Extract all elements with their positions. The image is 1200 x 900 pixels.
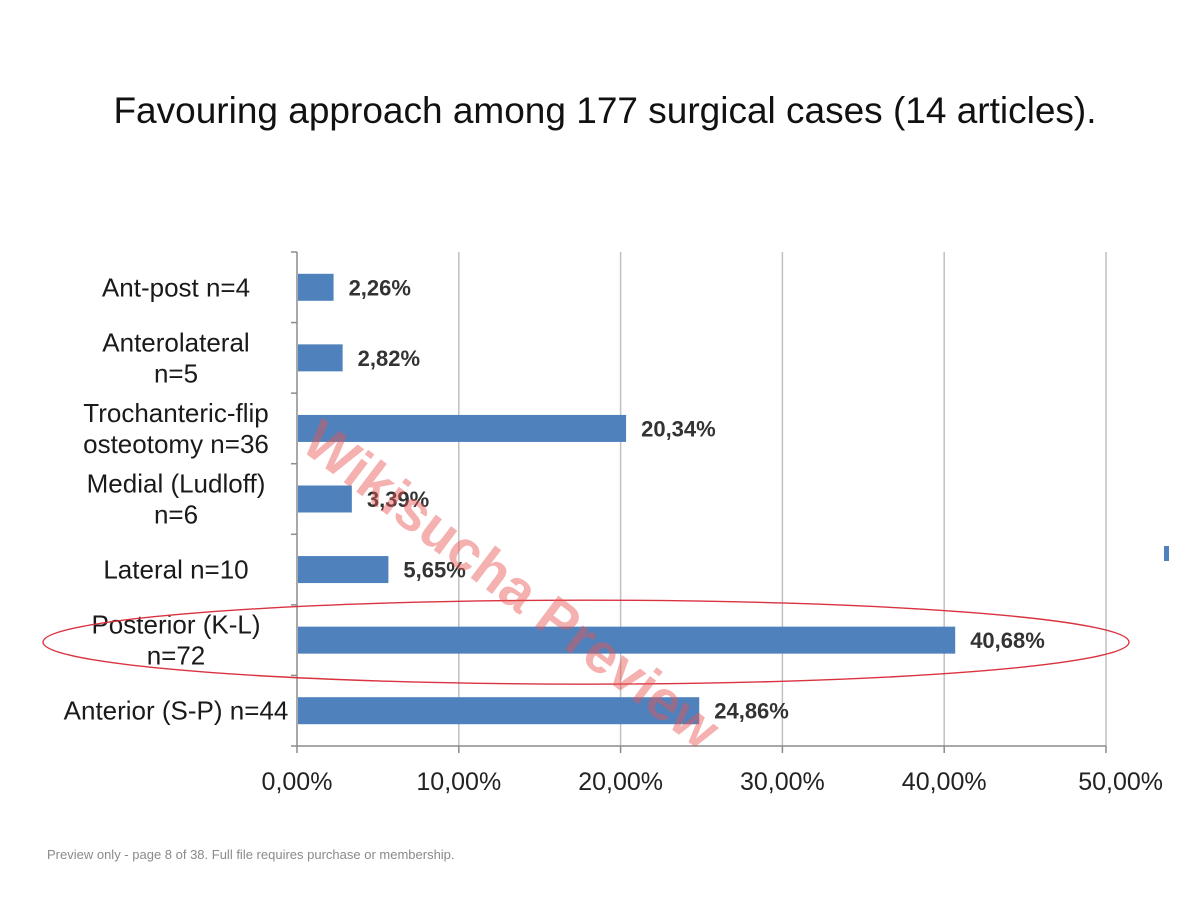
category-label: Trochanteric-flip <box>83 398 268 428</box>
bar <box>298 273 334 301</box>
category-label: Lateral n=10 <box>103 555 248 585</box>
legend-fragment <box>1164 546 1169 561</box>
bar <box>298 697 700 725</box>
data-label: 2,82% <box>358 346 420 371</box>
data-label: 40,68% <box>970 628 1045 653</box>
category-label: n=6 <box>154 500 198 530</box>
data-label: 5,65% <box>403 558 465 583</box>
bar <box>298 414 627 442</box>
category-label: Medial (Ludloff) <box>87 469 266 499</box>
labels: 0,00% 10,00% 20,00% 30,00% 40,00% 50,00% 2,26%… <box>64 272 1163 796</box>
highlight-ellipse <box>42 599 1130 685</box>
category-label: Anterolateral <box>102 327 249 357</box>
category-label: osteotomy n=36 <box>83 429 269 459</box>
x-tick-label: 30,00% <box>740 768 825 796</box>
bar <box>298 626 956 654</box>
bar <box>298 344 343 372</box>
data-label: 20,34% <box>641 416 716 441</box>
slide-title: Favouring approach among 177 surgical ca… <box>113 90 1097 131</box>
bar <box>298 556 389 584</box>
preview-footer-note: Preview only - page 8 of 38. Full file r… <box>47 847 455 862</box>
category-label: n=72 <box>147 641 206 671</box>
x-tick-label: 40,00% <box>902 768 987 796</box>
category-label: n=5 <box>154 358 198 388</box>
x-tick-label: 10,00% <box>416 768 501 796</box>
x-tick-label: 50,00% <box>1078 768 1163 796</box>
data-label: 2,26% <box>349 275 411 300</box>
category-label: Anterior (S-P) n=44 <box>64 696 289 726</box>
bars <box>298 273 956 725</box>
grid-lines <box>458 252 1107 746</box>
x-tick-label: 20,00% <box>578 768 663 796</box>
x-tick-label: 0,00% <box>262 768 333 796</box>
category-label: Ant-post n=4 <box>102 272 250 302</box>
data-label: 24,86% <box>714 699 789 724</box>
data-label: 3,39% <box>367 487 429 512</box>
axes <box>291 251 1107 753</box>
bar <box>298 485 352 513</box>
